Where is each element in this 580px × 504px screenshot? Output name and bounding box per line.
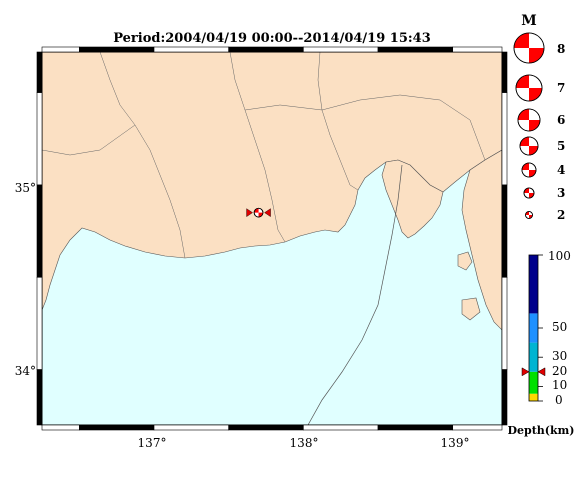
- lon-label-139: 139°: [441, 436, 470, 450]
- latitude-labels: 35° 34°: [15, 181, 36, 378]
- magnitude-legend-symbol-8: [513, 32, 545, 64]
- earthquake-events: [246, 207, 271, 218]
- map-area: [41, 51, 503, 426]
- depth-marker-left: [521, 367, 530, 377]
- prefecture-border: [42, 124, 136, 156]
- border-segment-bottom: [228, 424, 304, 431]
- magnitude-label-4: 4: [557, 163, 565, 177]
- depth-color-bar: [529, 255, 538, 401]
- border-segment-top: [41, 46, 80, 53]
- trench-line: [307, 164, 403, 425]
- border-segment-left: [36, 92, 43, 186]
- border-segment-bottom: [79, 424, 155, 431]
- island-south: [461, 297, 481, 321]
- lat-label-34: 34°: [15, 364, 36, 378]
- lat-label-35: 35°: [15, 181, 36, 195]
- prefecture-border: [229, 52, 286, 243]
- depth-label-20: 20: [552, 364, 567, 378]
- magnitude-label-6: 6: [557, 113, 565, 127]
- magnitude-label-2: 2: [557, 208, 565, 222]
- border-segment-top: [377, 46, 454, 53]
- depth-label-10: 10: [552, 378, 567, 392]
- period-title: Period:2004/04/19 00:00--2014/04/19 15:4…: [113, 31, 431, 46]
- depth-band: [529, 371, 538, 394]
- border-segment-left: [36, 276, 43, 370]
- depth-label-30: 30: [552, 349, 567, 363]
- border-segment-bottom: [153, 424, 229, 431]
- magnitude-legend-symbol-5: [519, 136, 539, 156]
- prefecture-border: [317, 52, 359, 191]
- magnitude-label-5: 5: [557, 139, 565, 153]
- magnitude-legend-title: M: [521, 13, 537, 29]
- border-segment-top: [303, 46, 379, 53]
- depth-marker-right: [537, 367, 546, 377]
- island-oshima: [457, 251, 473, 271]
- border-segment-top: [153, 46, 229, 53]
- event-marker-left: [246, 208, 253, 218]
- magnitude-legend: M 8 7 6 5 4 3 2: [513, 13, 565, 222]
- magnitude-legend-symbol-7: [515, 74, 543, 102]
- depth-band: [529, 255, 538, 314]
- border-segment-left: [36, 51, 43, 93]
- depth-legend: 100 50 30 20 10 0 Depth(km): [508, 249, 575, 437]
- depth-label-100: 100: [548, 249, 571, 263]
- izu-peninsula: [381, 159, 444, 239]
- longitude-labels: 137° 138° 139°: [138, 436, 470, 450]
- depth-label-50: 50: [552, 320, 567, 334]
- lon-label-138: 138°: [290, 436, 319, 450]
- magnitude-legend-symbol-2: [525, 211, 533, 219]
- magnitude-legend-symbols: [513, 32, 545, 219]
- magnitude-legend-symbol-4: [521, 162, 537, 178]
- border-segment-right: [501, 51, 508, 93]
- border-segment-right: [501, 369, 508, 426]
- prefecture-border: [244, 94, 486, 161]
- depth-ticks: [538, 254, 543, 402]
- lon-label-137: 137°: [138, 436, 167, 450]
- border-segment-bottom: [377, 424, 454, 431]
- earthquake-focal-mechanism: [253, 207, 264, 218]
- depth-band: [529, 313, 538, 343]
- boso-coast: [461, 149, 502, 331]
- border-segment-top: [228, 46, 304, 53]
- event-marker-right: [264, 208, 271, 218]
- border-segment-left: [36, 184, 43, 278]
- depth-marker: [521, 367, 546, 377]
- border-segment-left: [36, 369, 43, 426]
- magnitude-label-7: 7: [557, 81, 565, 95]
- border-segment-top: [452, 46, 503, 53]
- border-segment-right: [501, 184, 508, 278]
- depth-band: [529, 393, 538, 401]
- magnitude-label-3: 3: [557, 186, 565, 200]
- depth-legend-title: Depth(km): [508, 424, 575, 437]
- border-segment-bottom: [452, 424, 503, 431]
- prefecture-border: [99, 52, 186, 259]
- border-segment-top: [79, 46, 155, 53]
- border-segment-right: [501, 276, 508, 370]
- border-segment-bottom: [41, 424, 80, 431]
- border-segment-right: [501, 92, 508, 186]
- depth-label-0: 0: [555, 393, 563, 407]
- depth-band: [529, 342, 538, 372]
- border-segment-bottom: [303, 424, 379, 431]
- magnitude-label-8: 8: [557, 42, 565, 56]
- map-border-scale: [36, 46, 508, 431]
- magnitude-legend-symbol-6: [517, 108, 541, 132]
- magnitude-legend-symbol-3: [523, 187, 535, 199]
